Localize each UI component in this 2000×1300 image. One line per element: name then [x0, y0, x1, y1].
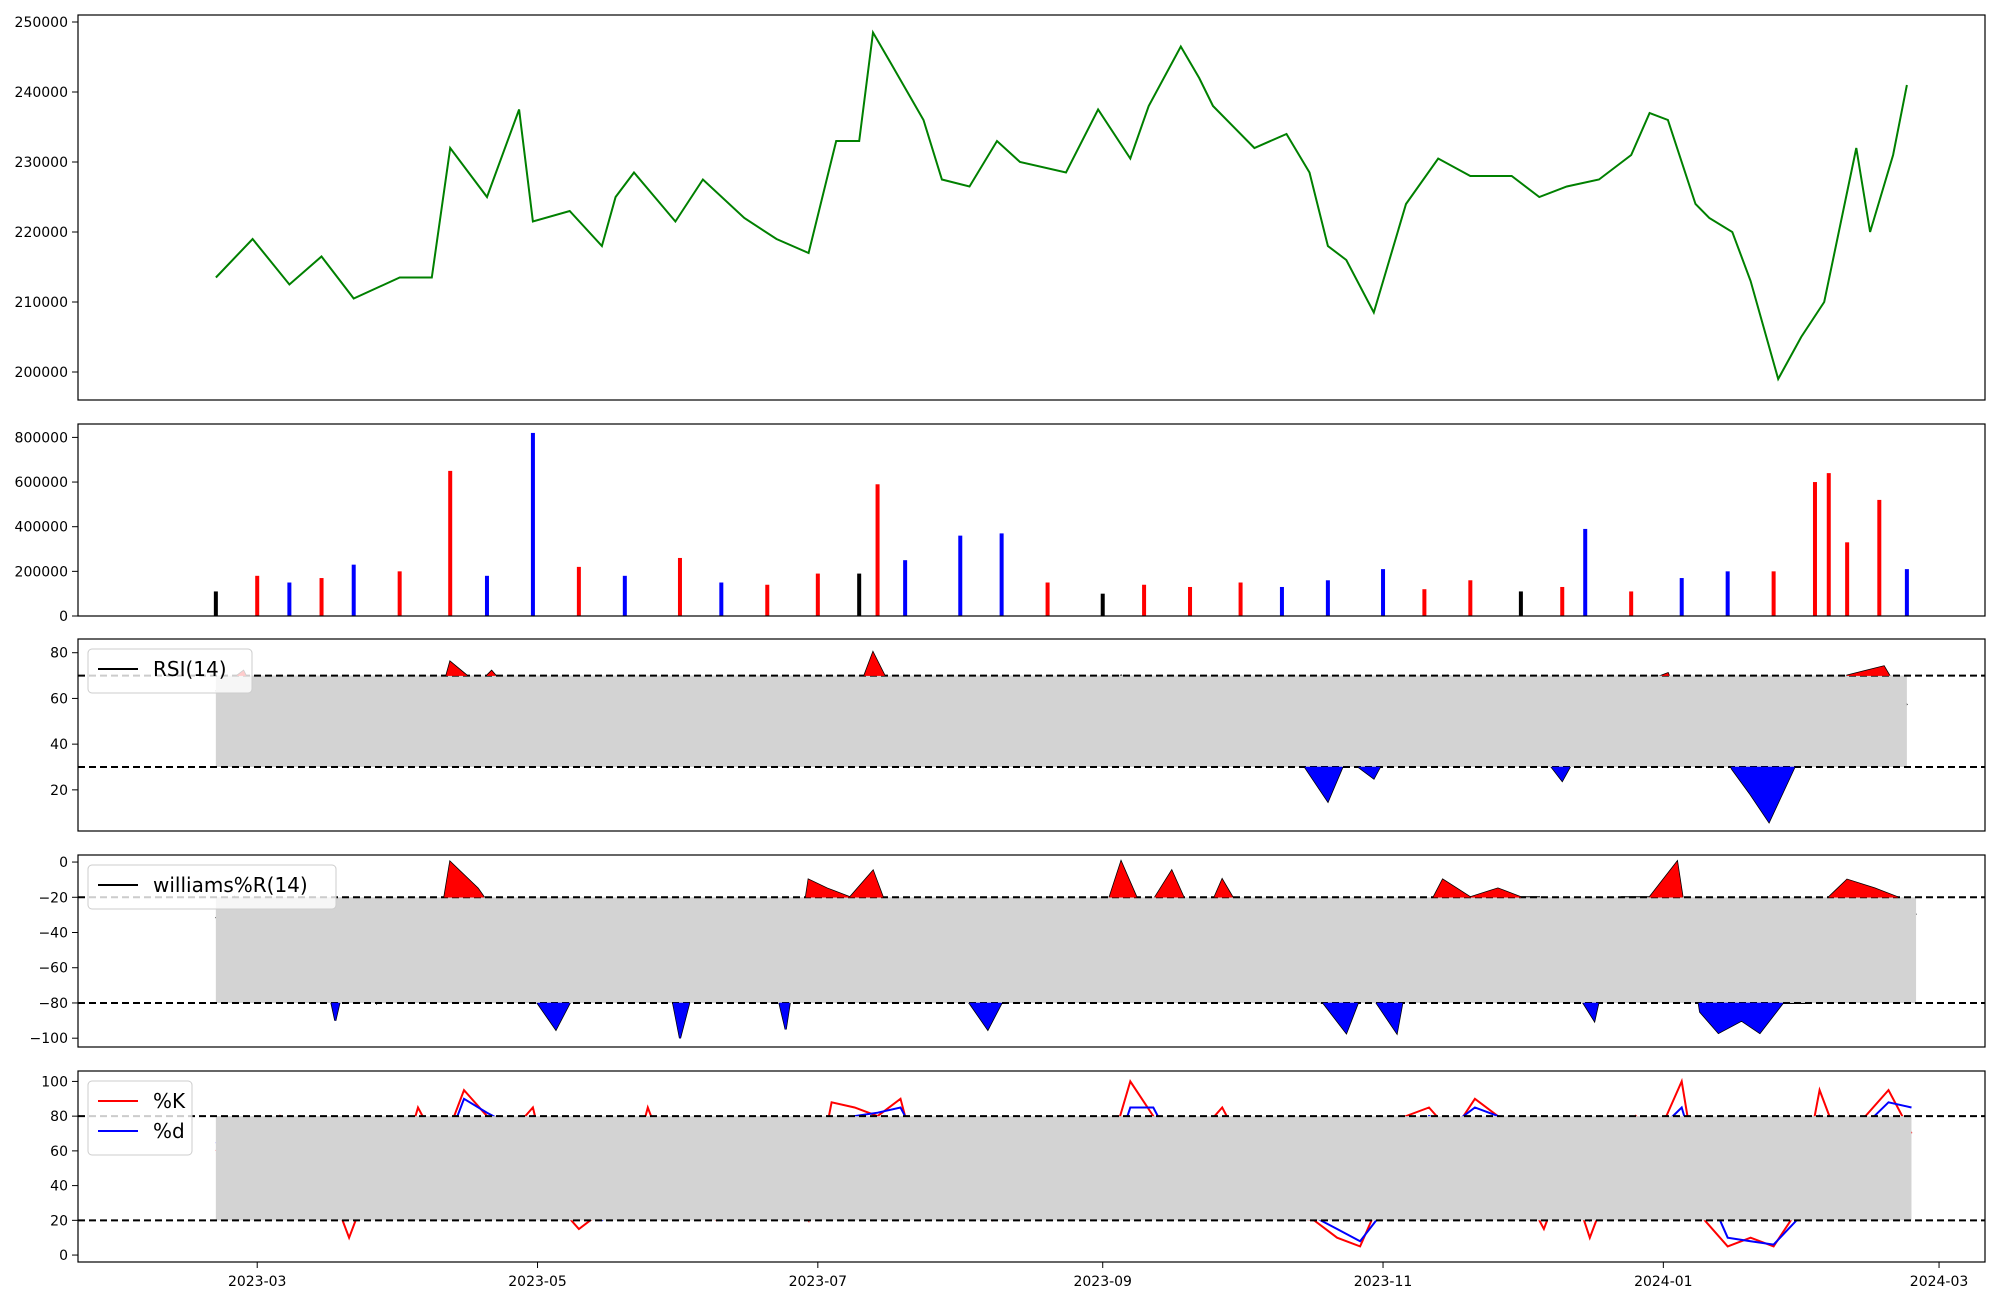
- panel-frame-4: [77, 1070, 1986, 1263]
- volume-bar: [255, 575, 260, 616]
- y-tick-label-4-2: 40: [50, 1179, 68, 1195]
- y-tick-label-0-0: 200000: [15, 365, 68, 381]
- volume-bar: [1583, 528, 1588, 616]
- y-tick-label-2-2: 60: [50, 691, 68, 707]
- price-panel: [215, 29, 1908, 382]
- volume-bar: [999, 533, 1004, 616]
- volume-bar: [397, 571, 402, 616]
- y-tick-label-1-0: 0: [59, 609, 68, 625]
- x-tick-label-5: 2024-01: [1634, 1274, 1693, 1290]
- overbought-fill-3: [444, 861, 1898, 898]
- oversold-fill-2: [1304, 766, 1795, 823]
- volume-bar: [1468, 580, 1473, 616]
- x-tick-label-6: 2024-03: [1910, 1274, 1969, 1290]
- volume-bar: [213, 591, 218, 616]
- volume-bar: [576, 566, 581, 616]
- y-tick-label-2-0: 20: [50, 783, 68, 799]
- volume-bar: [903, 560, 908, 616]
- volume-bar: [1725, 571, 1730, 616]
- volume-bar: [1771, 571, 1776, 616]
- volume-bar: [765, 584, 770, 616]
- volume-bar: [1188, 586, 1193, 616]
- y-tick-label-3-1: −80: [38, 996, 68, 1012]
- x-tick-label-2: 2023-07: [789, 1274, 848, 1290]
- volume-bar: [319, 578, 324, 616]
- x-tick-label-0: 2023-03: [228, 1274, 287, 1290]
- series-line-0: [215, 29, 1908, 382]
- volume-panel: [213, 432, 1909, 616]
- x-tick-label-4: 2023-11: [1354, 1274, 1413, 1290]
- volume-bar: [1325, 580, 1330, 616]
- y-tick-label-0-4: 240000: [15, 85, 68, 101]
- volume-bar: [815, 573, 820, 616]
- volume-bar: [1422, 589, 1427, 616]
- y-tick-label-3-5: 0: [59, 855, 68, 871]
- volume-bar: [448, 470, 453, 616]
- volume-bar: [677, 557, 682, 616]
- volume-bar: [1560, 586, 1565, 616]
- legend-label-4-1: %d: [153, 1119, 185, 1143]
- legend-box-2: [87, 648, 253, 694]
- volume-bar: [1381, 569, 1386, 616]
- y-tick-label-2-1: 40: [50, 737, 68, 753]
- volume-bar: [1518, 591, 1523, 616]
- volume-bar: [1826, 473, 1831, 616]
- legend-label-3-0: williams%R(14): [153, 873, 308, 897]
- y-tick-label-0-3: 230000: [15, 155, 68, 171]
- volume-bar: [958, 535, 963, 616]
- y-tick-label-0-2: 220000: [15, 225, 68, 241]
- y-tick-label-4-5: 100: [41, 1074, 68, 1090]
- volume-bar: [1812, 482, 1817, 616]
- volume-bar: [1904, 569, 1909, 616]
- volume-bar: [1100, 593, 1105, 616]
- overbought-fill-2: [236, 652, 1890, 676]
- y-tick-label-4-3: 60: [50, 1144, 68, 1160]
- volume-bar: [287, 582, 292, 616]
- y-tick-label-2-3: 80: [50, 646, 68, 662]
- y-tick-label-1-2: 400000: [15, 520, 68, 536]
- panel-frame-2: [77, 638, 1986, 832]
- volume-bar: [1877, 499, 1882, 616]
- volume-bar: [1142, 584, 1147, 616]
- volume-bar: [875, 484, 880, 616]
- volume-bar: [1045, 582, 1050, 616]
- band-3: [215, 897, 1917, 1003]
- y-tick-label-3-4: −20: [38, 890, 68, 906]
- panel-frame-0: [77, 14, 1986, 401]
- volume-bar: [1629, 591, 1634, 616]
- volume-bar: [719, 582, 724, 616]
- y-tick-label-0-5: 250000: [15, 15, 68, 31]
- legend-label-2-0: RSI(14): [153, 657, 227, 681]
- panel-frame-1: [77, 423, 1986, 617]
- panel-frame-3: [77, 854, 1986, 1048]
- y-tick-label-0-1: 210000: [15, 295, 68, 311]
- volume-bar: [1845, 542, 1850, 616]
- y-tick-label-3-2: −60: [38, 961, 68, 977]
- volume-bar: [1679, 578, 1684, 616]
- x-tick-label-3: 2023-09: [1073, 1274, 1132, 1290]
- y-tick-label-4-0: 0: [59, 1248, 68, 1264]
- x-tick-label-1: 2023-05: [508, 1274, 567, 1290]
- volume-bar: [622, 575, 627, 616]
- y-tick-label-1-3: 600000: [15, 475, 68, 491]
- oversold-fill-3: [331, 1002, 1784, 1039]
- volume-bar: [1279, 586, 1284, 616]
- y-tick-label-4-4: 80: [50, 1109, 68, 1125]
- volume-bar: [351, 564, 356, 616]
- y-tick-label-3-0: −100: [30, 1031, 68, 1047]
- volume-bar: [857, 573, 862, 616]
- y-tick-label-1-4: 800000: [15, 430, 68, 446]
- band-2: [215, 675, 1907, 767]
- volume-bar: [530, 432, 535, 616]
- legend-box-4: [87, 1080, 193, 1156]
- legend-label-4-0: %K: [153, 1089, 186, 1113]
- y-tick-label-4-1: 20: [50, 1213, 68, 1229]
- y-tick-label-1-1: 200000: [15, 564, 68, 580]
- band-4: [215, 1116, 1912, 1221]
- y-tick-label-3-3: −40: [38, 926, 68, 942]
- volume-bar: [484, 575, 489, 616]
- legend-box-3: [87, 864, 337, 910]
- volume-bar: [1238, 582, 1243, 616]
